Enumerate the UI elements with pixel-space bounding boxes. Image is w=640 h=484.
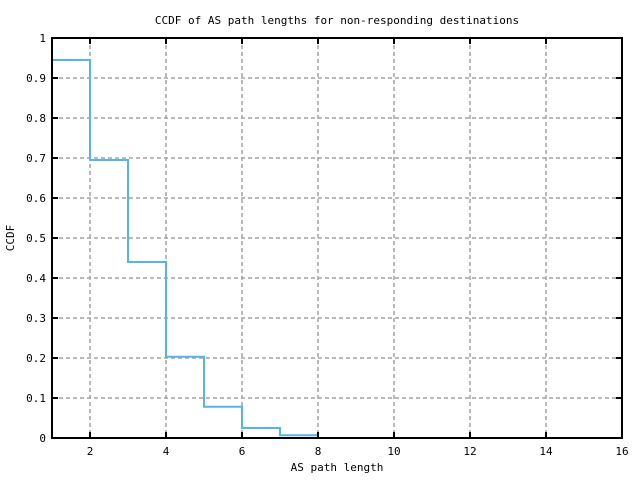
chart-title: CCDF of AS path lengths for non-respondi… xyxy=(155,14,519,27)
y-tick-label: 0.4 xyxy=(26,272,46,285)
y-axis-label: CCDF xyxy=(4,225,17,252)
y-tick-label: 0.7 xyxy=(26,152,46,165)
ccdf-step-line xyxy=(52,59,318,437)
x-tick-labels: 2 4 6 8 10 12 14 16 xyxy=(87,445,629,458)
x-tick-label: 4 xyxy=(163,445,170,458)
axis-tick-marks xyxy=(52,37,623,439)
y-tick-label: 0.8 xyxy=(26,112,46,125)
x-tick-label: 14 xyxy=(539,445,553,458)
y-tick-label: 0 xyxy=(39,432,46,445)
x-axis-label: AS path length xyxy=(291,461,384,474)
x-tick-label: 12 xyxy=(463,445,476,458)
grid xyxy=(52,38,622,438)
y-tick-label: 0.6 xyxy=(26,192,46,205)
y-tick-label: 0.5 xyxy=(26,232,46,245)
y-tick-label: 1 xyxy=(39,32,46,45)
x-tick-label: 16 xyxy=(615,445,628,458)
y-tick-label: 0.1 xyxy=(26,392,46,405)
x-tick-label: 8 xyxy=(315,445,322,458)
y-tick-labels: 0 0.1 0.2 0.3 0.4 0.5 0.6 0.7 0.8 0.9 1 xyxy=(26,32,46,445)
x-tick-label: 6 xyxy=(239,445,246,458)
x-tick-label: 10 xyxy=(387,445,400,458)
y-tick-label: 0.9 xyxy=(26,72,46,85)
x-tick-label: 2 xyxy=(87,445,94,458)
y-tick-label: 0.3 xyxy=(26,312,46,325)
y-tick-label: 0.2 xyxy=(26,352,46,365)
